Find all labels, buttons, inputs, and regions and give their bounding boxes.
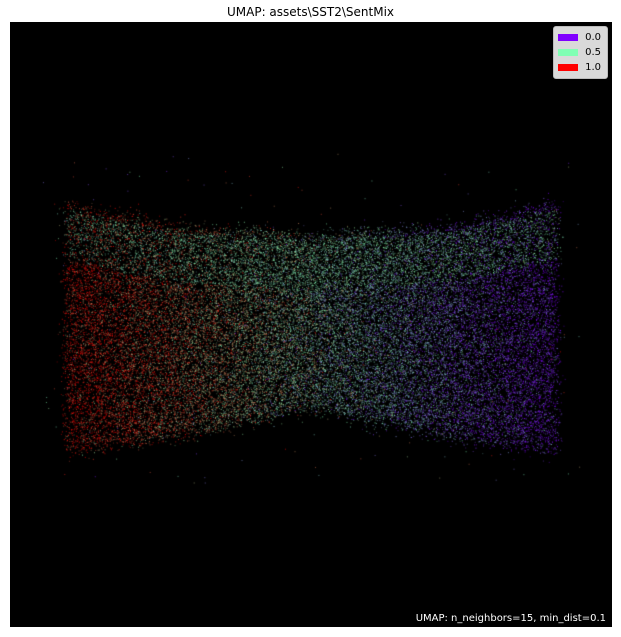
legend-label-0: 0.0 (585, 32, 601, 43)
umap-scatter-points (11, 23, 611, 626)
legend-label-1: 0.5 (585, 47, 601, 58)
legend-swatch-1 (558, 49, 579, 56)
chart-title: UMAP: assets\SST2\SentMix (226, 5, 395, 19)
legend: 0.0 0.5 1.0 (553, 26, 608, 79)
legend-item-2: 1.0 (558, 60, 601, 75)
plot-area: 0.0 0.5 1.0 UMAP: n_neighbors=15, min_di… (10, 22, 612, 627)
legend-label-2: 1.0 (585, 62, 601, 73)
legend-swatch-2 (558, 64, 579, 71)
umap-params-annotation: UMAP: n_neighbors=15, min_dist=0.1 (415, 613, 606, 624)
legend-item-0: 0.0 (558, 30, 601, 45)
legend-item-1: 0.5 (558, 45, 601, 60)
legend-swatch-0 (558, 34, 579, 41)
